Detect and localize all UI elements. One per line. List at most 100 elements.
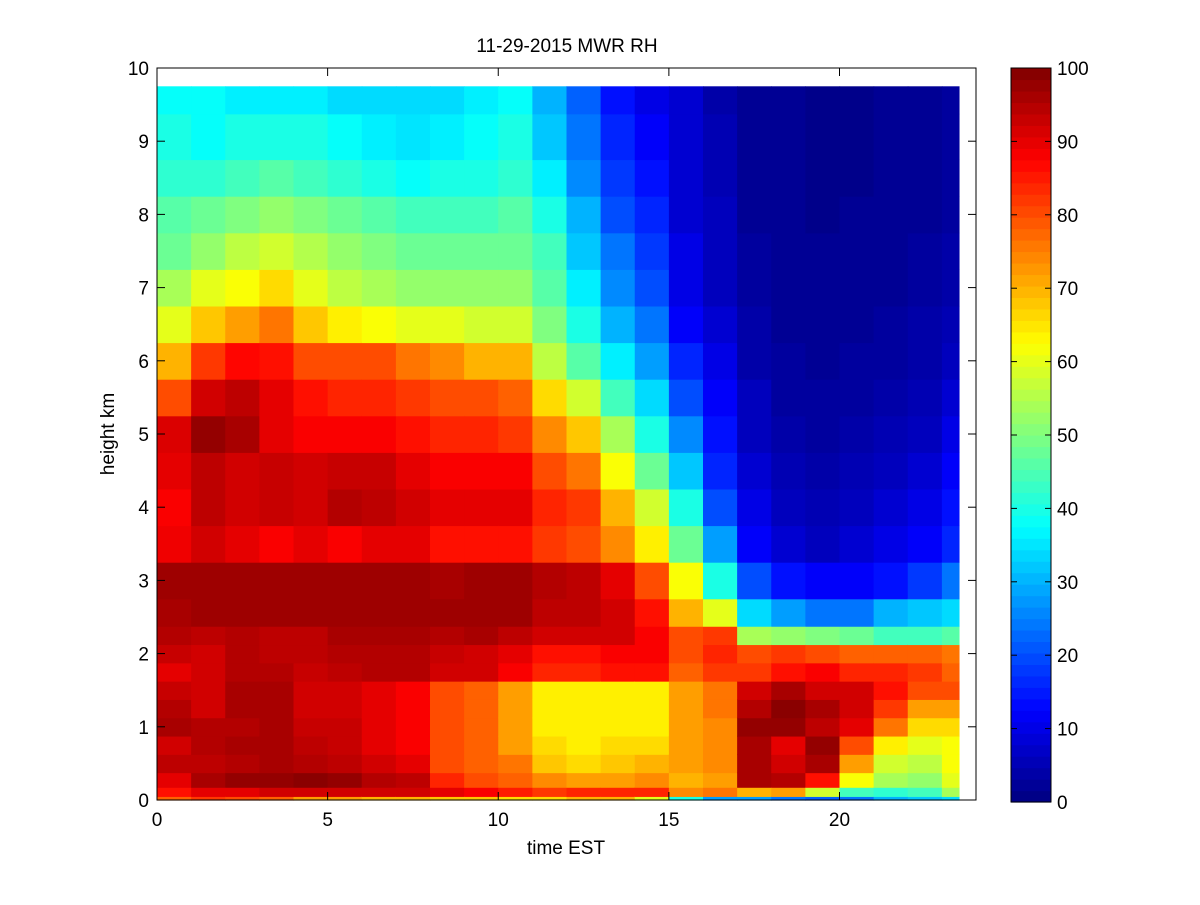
heatmap-cell — [430, 452, 465, 490]
heatmap-cell — [668, 754, 704, 774]
colorbar-segment — [1011, 366, 1051, 379]
colorbar-segment — [1011, 262, 1051, 276]
heatmap-cell — [805, 269, 841, 307]
heatmap-cell — [634, 305, 670, 344]
heatmap-cell — [464, 681, 499, 700]
heatmap-cell — [771, 562, 806, 600]
heatmap-cell — [361, 525, 397, 563]
heatmap-cell — [703, 796, 738, 801]
heatmap-cell — [873, 269, 909, 307]
heatmap-cell — [873, 488, 909, 527]
heatmap-cell — [464, 754, 499, 774]
heatmap-cell — [703, 232, 738, 270]
heatmap-cell — [498, 787, 533, 797]
heatmap-cell — [941, 342, 960, 380]
heatmap-cell — [361, 562, 397, 600]
heatmap-cell — [498, 598, 533, 627]
heatmap-cell — [532, 488, 568, 527]
heatmap-cell — [634, 681, 670, 700]
heatmap-cell — [225, 717, 260, 737]
heatmap-cell — [498, 644, 533, 664]
heatmap-cell — [430, 415, 465, 453]
heatmap-cell — [498, 772, 533, 788]
heatmap-cell — [907, 379, 943, 417]
heatmap-cell — [464, 796, 499, 801]
colorbar-segment — [1011, 733, 1051, 746]
heatmap-cell — [873, 644, 909, 664]
heatmap-cell — [634, 796, 670, 801]
heatmap-cell — [941, 662, 960, 682]
heatmap-cell — [839, 772, 875, 788]
heatmap-cell — [157, 379, 192, 417]
heatmap-cell — [259, 598, 295, 627]
colorbar-segment — [1011, 756, 1051, 769]
colorbar-segment — [1011, 503, 1051, 516]
heatmap-cell — [532, 305, 568, 344]
heatmap-cell — [191, 735, 226, 755]
colorbar-segment — [1011, 744, 1051, 757]
heatmap-cell — [600, 86, 636, 115]
heatmap-cell — [464, 86, 499, 115]
heatmap-cell — [395, 415, 431, 453]
heatmap-cell — [225, 598, 260, 627]
heatmap-cell — [498, 86, 533, 115]
heatmap-cell — [225, 772, 260, 788]
heatmap-cell — [839, 626, 875, 646]
heatmap-cell — [703, 699, 738, 719]
heatmap-cell — [737, 717, 772, 737]
colorbar-segment — [1011, 343, 1051, 356]
heatmap-cell — [600, 379, 636, 417]
heatmap-cell — [737, 626, 772, 646]
heatmap-cell — [464, 113, 499, 161]
heatmap-cell — [668, 525, 704, 563]
heatmap-cell — [498, 269, 533, 307]
x-axis: 0 5 10 15 20 — [152, 68, 850, 831]
heatmap-cell — [668, 717, 704, 737]
heatmap-cell — [361, 342, 397, 380]
heatmap-cell — [737, 787, 772, 797]
heatmap-cell — [771, 232, 806, 270]
heatmap-cell — [941, 269, 960, 307]
heatmap-cell — [941, 113, 960, 161]
heatmap-cell — [191, 452, 226, 490]
heatmap-cell — [805, 113, 841, 161]
heatmap-cell — [600, 717, 636, 737]
heatmap-cell — [430, 662, 465, 682]
heatmap-cell — [907, 772, 943, 788]
heatmap-cell — [464, 626, 499, 646]
colorbar-segment — [1011, 435, 1051, 448]
heatmap-cell — [805, 644, 841, 664]
heatmap-cell — [464, 488, 499, 527]
heatmap-cell — [600, 525, 636, 563]
heatmap-cell — [532, 681, 568, 700]
heatmap-cell — [839, 196, 875, 234]
heatmap-cell — [293, 86, 329, 115]
heatmap-cell — [430, 754, 465, 774]
heatmap-cell — [668, 379, 704, 417]
heatmap-cell — [737, 735, 772, 755]
heatmap-cell — [430, 735, 465, 755]
heatmap-cell — [293, 196, 329, 234]
heatmap-cell — [703, 754, 738, 774]
x-tick-label: 5 — [322, 810, 333, 831]
heatmap-cell — [327, 787, 363, 797]
heatmap-cell — [737, 305, 772, 344]
heatmap-cell — [839, 232, 875, 270]
colorbar-segment — [1011, 228, 1051, 241]
heatmap-cell — [395, 342, 431, 380]
heatmap-cell — [600, 488, 636, 527]
heatmap-cell — [259, 452, 295, 490]
heatmap-cell — [668, 232, 704, 270]
colorbar-segment — [1011, 595, 1051, 608]
heatmap-cell — [839, 644, 875, 664]
heatmap-cell — [395, 86, 431, 115]
heatmap-cell — [191, 787, 226, 797]
heatmap-cell — [873, 379, 909, 417]
heatmap-cell — [395, 269, 431, 307]
heatmap-cell — [532, 269, 568, 307]
heatmap-cell — [464, 598, 499, 627]
heatmap-cell — [157, 787, 192, 797]
heatmap-cell — [703, 488, 738, 527]
y-tick-label: 10 — [128, 59, 149, 80]
